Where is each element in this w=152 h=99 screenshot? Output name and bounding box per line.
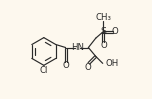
Text: CH₃: CH₃ [95, 13, 112, 21]
Text: S: S [100, 27, 106, 36]
Text: Cl: Cl [40, 66, 48, 75]
Text: HN: HN [71, 43, 84, 51]
Text: O: O [100, 41, 107, 50]
Text: O: O [85, 63, 91, 72]
Text: OH: OH [106, 59, 119, 68]
Text: O: O [62, 61, 69, 70]
Text: O: O [112, 27, 119, 36]
